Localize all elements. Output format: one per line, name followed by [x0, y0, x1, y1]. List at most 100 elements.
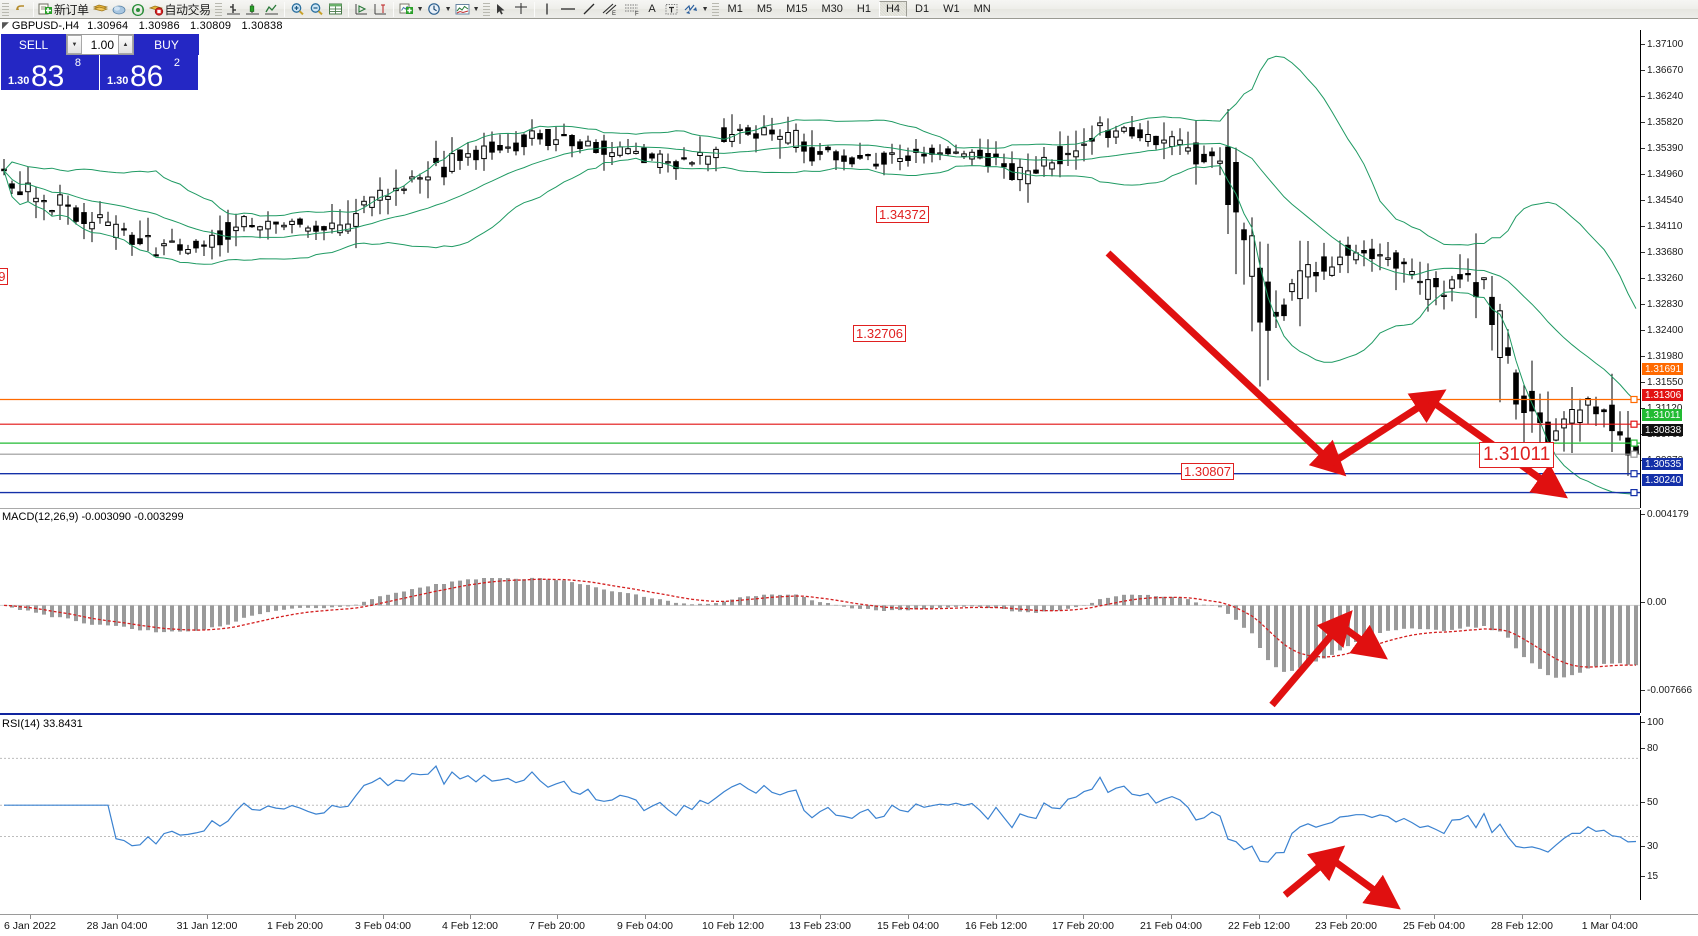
auto-scroll-icon[interactable]: [352, 1, 371, 18]
macd-pane[interactable]: [0, 510, 1640, 713]
price-badge-blue-level-2[interactable]: 1.30240: [1642, 474, 1684, 486]
chart-shift-icon[interactable]: [371, 1, 390, 18]
timeframe-m5[interactable]: M5: [756, 3, 773, 15]
candlestick-icon[interactable]: [243, 1, 262, 18]
buy-price-display[interactable]: 1.30 86 2: [100, 55, 198, 90]
vertical-line-icon[interactable]: [538, 1, 557, 18]
toolbar-grip-2[interactable]: [214, 1, 222, 17]
volume-input[interactable]: 1.00: [82, 35, 118, 54]
new-order-button[interactable]: 新订单: [37, 1, 91, 18]
clock-icon[interactable]: [425, 1, 444, 18]
toolbar-grip-3[interactable]: [482, 1, 490, 17]
price-axis-tick-label: 1.32400: [1647, 325, 1684, 336]
volume-stepper[interactable]: ▼ 1.00 ▲: [66, 34, 134, 55]
timeframe-h4[interactable]: H4: [878, 1, 908, 17]
macd-axis[interactable]: 0.004179 0.00 -0.007666: [1640, 509, 1698, 713]
timeframe-m15[interactable]: M15: [786, 3, 808, 15]
price-axis-tick: 1.35820: [1641, 117, 1683, 128]
rsi-axis-tick-label: 15: [1647, 871, 1659, 882]
timeframe-d1[interactable]: D1: [915, 3, 930, 15]
zoom-out-icon[interactable]: [307, 1, 326, 18]
price-level-handle-1[interactable]: [1630, 420, 1638, 428]
price-level-handle-3[interactable]: [1630, 450, 1638, 458]
price-level-handle-4[interactable]: [1630, 470, 1638, 478]
volume-decrement-button[interactable]: ▼: [67, 35, 82, 54]
ohlc-quotes: 1.30964 1.30986 1.30809 1.30838: [87, 20, 289, 32]
annotation-current[interactable]: 1.31011: [1479, 442, 1555, 468]
macd-uptrend-arrow[interactable]: [1269, 610, 1353, 708]
rsi-axis[interactable]: 100 80 50 30 15: [1640, 716, 1698, 900]
macd-pane-divider: [0, 508, 1640, 509]
toolbar-grip-4[interactable]: [711, 1, 719, 17]
sell-button[interactable]: SELL: [1, 34, 66, 55]
macd-downtrend-arrow[interactable]: [1337, 622, 1388, 660]
annotation-low-1[interactable]: 1.32706: [853, 325, 906, 342]
price-badge-green-level[interactable]: 1.31011: [1642, 409, 1683, 421]
cursor-icon[interactable]: [492, 1, 511, 18]
cloud-icon[interactable]: [110, 1, 129, 18]
annotation-low-2[interactable]: 1.30807: [1181, 463, 1234, 480]
chevron-down-icon-1[interactable]: ▼: [416, 5, 424, 13]
fibonacci-icon[interactable]: F: [621, 1, 643, 18]
text-icon[interactable]: A: [643, 1, 662, 18]
channel-icon[interactable]: E: [599, 1, 621, 18]
price-level-handle-5[interactable]: [1630, 489, 1638, 497]
rsi-pane[interactable]: [0, 716, 1640, 910]
timeframe-h1[interactable]: H1: [856, 3, 871, 15]
chevron-down-icon-4[interactable]: ▼: [701, 5, 709, 13]
buy-button[interactable]: BUY: [134, 34, 199, 55]
time-axis-label: 1 Feb 20:00: [266, 920, 324, 932]
trendline-icon[interactable]: [579, 1, 599, 18]
price-badge-blue-level-1[interactable]: 1.30535: [1642, 458, 1684, 470]
add-indicator-icon[interactable]: [397, 1, 416, 18]
time-axis-tick: [733, 915, 734, 919]
time-axis-tick: [996, 915, 997, 919]
price-badge-last-price[interactable]: 1.30838: [1642, 424, 1684, 436]
price-level-handle-2[interactable]: [1630, 439, 1638, 447]
toolbar-grip[interactable]: [2, 1, 9, 17]
symbol-name: GBPUSD-,H4: [11, 19, 80, 32]
autotrading-button[interactable]: 自动交易: [148, 1, 213, 18]
zoom-in-icon[interactable]: [288, 1, 307, 18]
shapes-icon[interactable]: [681, 1, 701, 18]
uptrend-arrow-retrace[interactable]: [1330, 389, 1447, 466]
symbol-info-bar: ◤ GBPUSD-,H4 1.30964 1.30986 1.30809 1.3…: [0, 19, 1698, 32]
price-axis[interactable]: 1.37100 1.36670 1.36240 1.35820 1.35390 1.349…: [1640, 30, 1698, 508]
one-click-trading-panel[interactable]: SELL ▼ 1.00 ▲ BUY 1.30 83 8 1.30 86 2: [1, 34, 199, 90]
broadcast-icon[interactable]: [129, 1, 148, 18]
bar-chart-icon[interactable]: [224, 1, 243, 18]
crosshair-icon[interactable]: [511, 1, 531, 18]
timeframe-w1[interactable]: W1: [943, 3, 960, 15]
horizontal-line-icon[interactable]: [557, 1, 579, 18]
downtrend-arrow-main[interactable]: [1105, 250, 1347, 477]
timeframe-m1[interactable]: M1: [727, 3, 743, 15]
timeframe-mn[interactable]: MN: [973, 3, 991, 15]
chevron-down-icon-3[interactable]: ▼: [472, 5, 480, 13]
time-axis[interactable]: 6 Jan 2022 28 Jan 04:00 31 Jan 12:00 1 Feb …: [0, 914, 1698, 936]
price-chart-pane[interactable]: [0, 30, 1640, 508]
rsi-uptrend-arrow[interactable]: [1282, 845, 1346, 898]
folder-icon[interactable]: [91, 1, 110, 18]
price-badge-red-level[interactable]: 1.31306: [1642, 389, 1684, 401]
templates-icon[interactable]: [453, 1, 472, 18]
price-level-handle-0[interactable]: [1630, 395, 1638, 404]
sell-price-display[interactable]: 1.30 83 8: [1, 55, 99, 90]
annotation-high-1[interactable]: 1.34372: [876, 206, 929, 223]
toolbar-separator: [33, 1, 34, 17]
time-axis-label: 23 Feb 20:00: [1315, 920, 1377, 932]
price-axis-tick: 1.33680: [1641, 247, 1683, 258]
volume-increment-button[interactable]: ▲: [118, 35, 133, 54]
text-label-icon[interactable]: [662, 1, 681, 18]
data-window-icon[interactable]: [326, 1, 345, 18]
price-axis-tick-label: 1.33260: [1647, 273, 1684, 284]
time-axis-label: 15 Feb 04:00: [877, 920, 939, 932]
chevron-down-icon-2[interactable]: ▼: [444, 5, 452, 13]
annotation-left-edge[interactable]: 59: [0, 268, 9, 285]
price-badge-resistance[interactable]: 1.31691: [1642, 363, 1684, 375]
undo-icon[interactable]: [11, 1, 30, 18]
price-axis-tick-label: 1.31980: [1647, 351, 1684, 362]
price-axis-tick-label: 1.35390: [1647, 143, 1684, 154]
timeframe-m30[interactable]: M30: [821, 3, 843, 15]
line-chart-icon[interactable]: [262, 1, 281, 18]
rsi-downtrend-arrow[interactable]: [1327, 855, 1401, 910]
